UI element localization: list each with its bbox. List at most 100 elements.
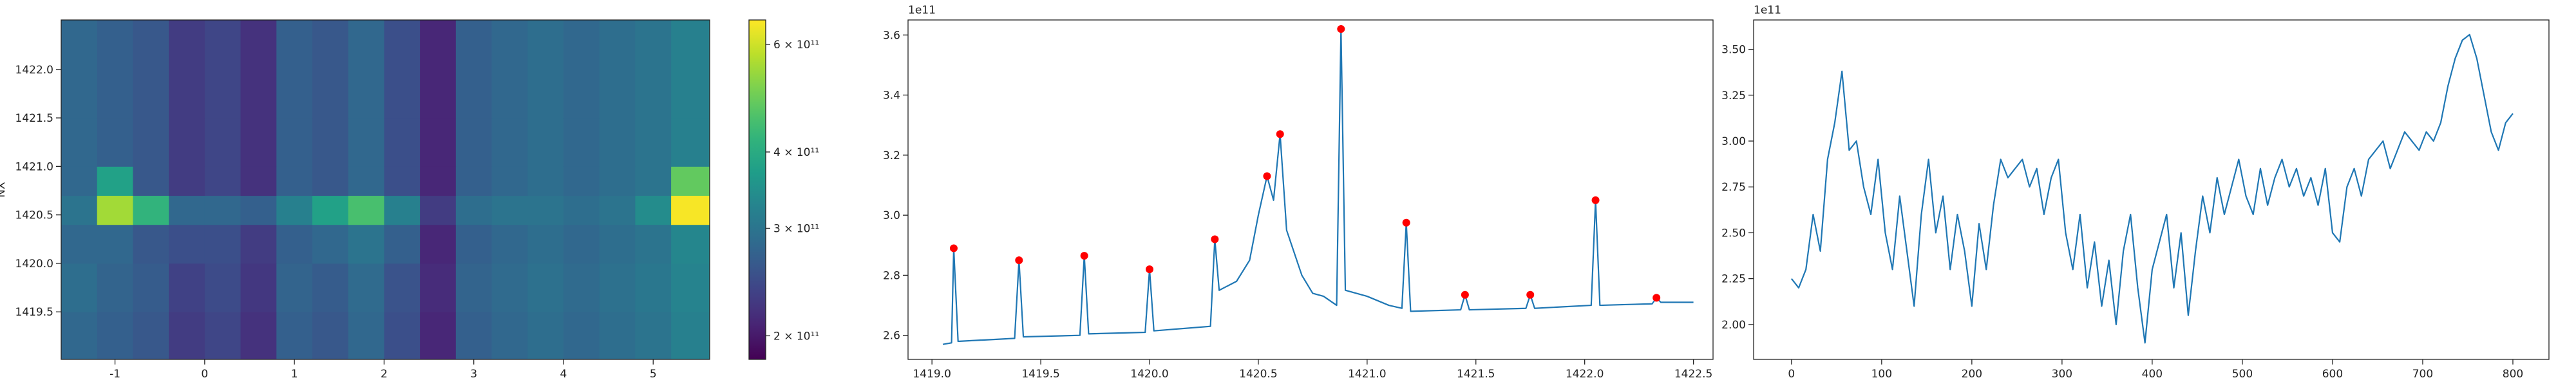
x-tick-label: -1	[109, 368, 120, 381]
x-tick-label: 500	[2232, 368, 2253, 381]
heatmap-cell	[169, 224, 205, 264]
heatmap-cell	[240, 263, 277, 312]
heatmap-cell	[420, 312, 457, 360]
heatmap-cell	[61, 118, 98, 167]
heatmap-cell	[384, 20, 421, 70]
heatmap-cell	[527, 166, 564, 196]
x-tick-label: 700	[2412, 368, 2433, 381]
heatmap-cell	[276, 118, 313, 167]
peak-marker	[1461, 290, 1469, 299]
x-tick-label: 400	[2142, 368, 2163, 381]
x-tick-label: 100	[1871, 368, 1892, 381]
heatmap-cell	[61, 195, 98, 225]
peak-marker	[1526, 290, 1535, 299]
heatmap-cell	[276, 312, 313, 360]
peak-marker	[1591, 196, 1600, 204]
y-tick-label: 3.00	[1721, 135, 1746, 148]
y-tick-label: 1421.0	[15, 160, 53, 173]
heatmap-cell	[420, 166, 457, 196]
heatmap-cell	[348, 263, 384, 312]
x-tick-label: 1421.0	[1348, 368, 1386, 381]
peak-marker	[1015, 256, 1023, 265]
heatmap-cell	[204, 312, 242, 360]
heatmap-cell	[384, 195, 421, 225]
heatmap-cell	[61, 263, 98, 312]
heatmap-cell	[61, 20, 98, 70]
heatmap-cell	[204, 118, 242, 167]
heatmap-cell	[420, 263, 457, 312]
heatmap-cell	[276, 195, 313, 225]
heatmap-cell	[635, 224, 672, 264]
heatmap-cell	[599, 224, 636, 264]
heatmap-cell	[169, 263, 205, 312]
heatmap-cell	[491, 195, 528, 225]
heatmap-cell	[240, 312, 277, 360]
heatmap-cell	[455, 166, 493, 196]
colorbar-tick-label: 4 × 10¹¹	[773, 146, 819, 159]
data-line	[1790, 33, 2514, 344]
x-tick-label: 1	[291, 368, 298, 381]
y-tick-label: 1419.5	[15, 306, 53, 319]
heatmap-cell	[384, 118, 421, 167]
x-tick-label: 800	[2503, 368, 2523, 381]
heatmap-cell	[563, 263, 600, 312]
axes-frame	[61, 19, 710, 360]
x-tick-label: 3	[470, 368, 477, 381]
heatmap-cell	[97, 20, 133, 70]
heatmap-cell	[635, 195, 672, 225]
heatmap-cell	[491, 224, 528, 264]
heatmap-cell	[97, 263, 133, 312]
y-tick-label: 3.6	[883, 29, 900, 42]
heatmap-cell	[312, 69, 349, 119]
peak-marker	[1146, 265, 1153, 274]
heatmap-cell	[312, 263, 349, 312]
heatmap-cell	[671, 20, 710, 70]
heatmap-cell	[276, 263, 313, 312]
heatmap-cell	[97, 195, 133, 225]
heatmap-cell	[455, 195, 493, 225]
heatmap-cell	[204, 195, 242, 225]
y-tick-label: 1420.0	[15, 258, 53, 270]
heatmap-cell	[133, 312, 169, 360]
heatmap-cell	[420, 195, 457, 225]
y-tick-label: 3.50	[1721, 44, 1746, 57]
heatmap-cell	[491, 118, 528, 167]
heatmap-cell	[527, 195, 564, 225]
heatmap-cell	[312, 20, 349, 70]
heatmap-cell	[204, 20, 242, 70]
x-tick-label: 1422.0	[1566, 368, 1604, 381]
x-tick-label: 5	[650, 368, 657, 381]
heatmap-cell	[527, 69, 564, 119]
heatmap-cell	[61, 224, 98, 264]
peak-marker	[1263, 172, 1271, 180]
heatmap-cell	[671, 166, 710, 196]
heatmap-cell	[169, 312, 205, 360]
heatmap-cell	[563, 195, 600, 225]
heatmap-cell	[491, 312, 528, 360]
heatmap-cell	[384, 224, 421, 264]
heatmap-cell	[276, 20, 313, 70]
heatmap-cell	[169, 195, 205, 225]
heatmap-cell	[240, 69, 277, 119]
heatmap-cell	[61, 166, 98, 196]
heatmap-cell	[563, 118, 600, 167]
axes-frame	[907, 19, 1714, 360]
heatmap-cell	[420, 69, 457, 119]
y-tick-label: 2.6	[883, 330, 900, 343]
heatmap-cell	[348, 195, 384, 225]
heatmap-cell	[599, 20, 636, 70]
y-tick-label: 3.0	[883, 209, 900, 222]
heatmap-cell	[671, 69, 710, 119]
heatmap-cell	[527, 118, 564, 167]
heatmap-cell	[97, 69, 133, 119]
heatmap-cell	[527, 312, 564, 360]
heatmap-cell	[635, 69, 672, 119]
peak-marker	[1653, 294, 1661, 302]
heatmap-cell	[133, 166, 169, 196]
heatmap-cell	[527, 224, 564, 264]
heatmap-cell	[599, 69, 636, 119]
heatmap-cell	[312, 195, 349, 225]
offset-text: 1e11	[1754, 4, 1781, 17]
heatmap-cell	[348, 69, 384, 119]
